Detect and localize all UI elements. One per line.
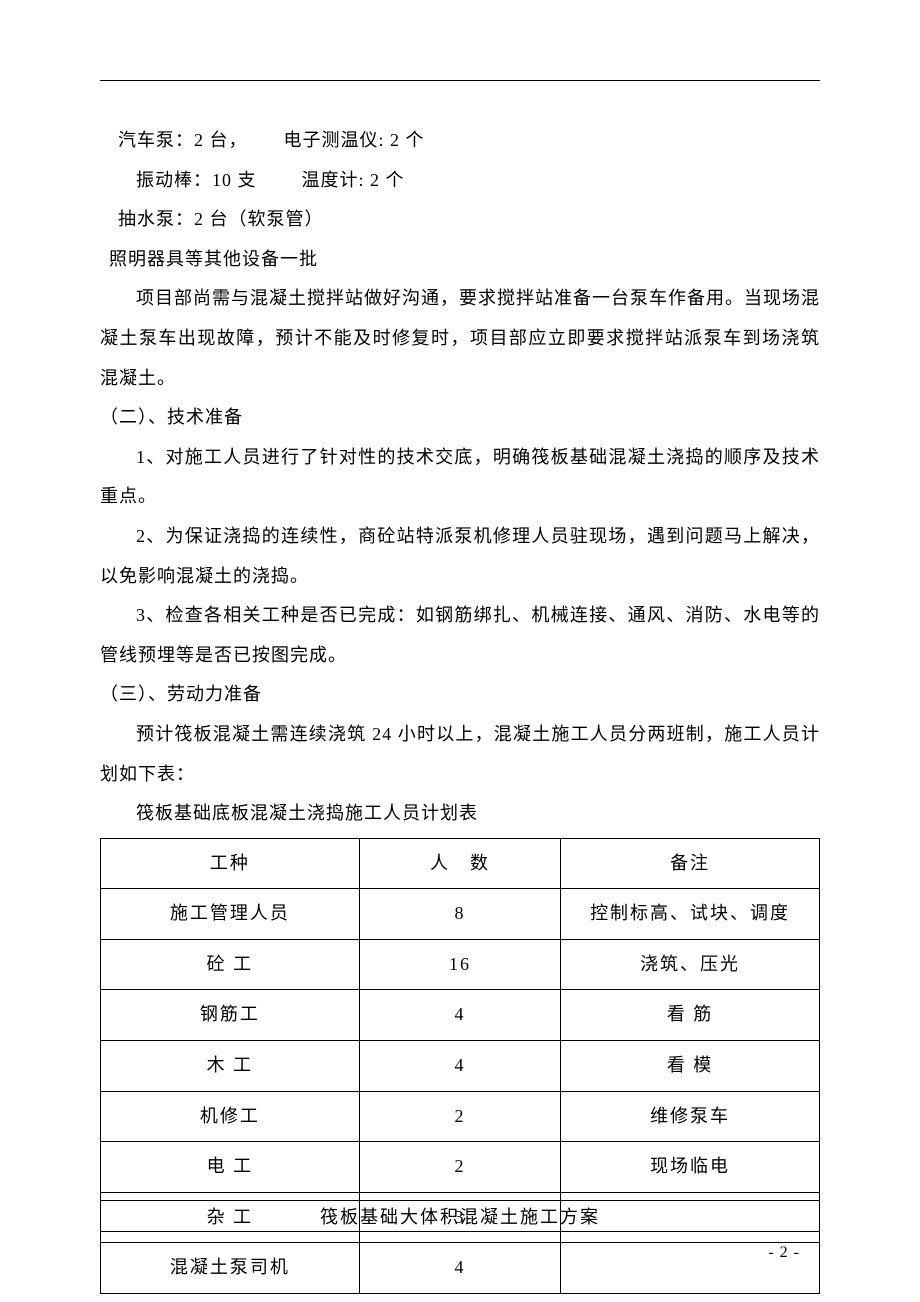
table-title: 筏板基础底板混凝土浇捣施工人员计划表	[100, 794, 820, 834]
table-cell: 木 工	[101, 1041, 360, 1092]
equipment-line-1: 汽车泵：2 台， 电子测温仪: 2 个	[100, 121, 820, 161]
equip-4: 照明器具等其他设备一批	[109, 249, 318, 269]
table-cell: 8	[359, 889, 560, 940]
table-cell: 4	[359, 990, 560, 1041]
table-header-row: 工种 人 数 备注	[101, 838, 820, 889]
equipment-line-4: 照明器具等其他设备一批	[100, 240, 820, 280]
paragraph-1: 项目部尚需与混凝土搅拌站做好沟通，要求搅拌站准备一台泵车作备用。当现场混凝土泵车…	[100, 279, 820, 398]
table-cell: 机修工	[101, 1091, 360, 1142]
table-row: 混凝土泵司机 4	[101, 1243, 820, 1294]
table-cell: 4	[359, 1243, 560, 1294]
table-cell: 浇筑、压光	[561, 939, 820, 990]
footer-rule-top	[100, 1200, 820, 1201]
table-cell: 钢筋工	[101, 990, 360, 1041]
table-cell: 混凝土泵司机	[101, 1243, 360, 1294]
top-rule	[100, 80, 820, 81]
equipment-line-3: 抽水泵：2 台（软泵管）	[100, 200, 820, 240]
page-number: - 2 -	[768, 1244, 800, 1262]
table-row: 木 工 4 看 模	[101, 1041, 820, 1092]
table-cell: 2	[359, 1142, 560, 1193]
table-cell: 施工管理人员	[101, 889, 360, 940]
equip-3: 抽水泵：2 台（软泵管）	[118, 209, 324, 229]
footer-title: 筏板基础大体积混凝土施工方案	[320, 1207, 600, 1227]
table-row: 施工管理人员 8 控制标高、试块、调度	[101, 889, 820, 940]
paragraph-2-3: 3、检查各相关工种是否已完成：如钢筋绑扎、机械连接、通风、消防、水电等的管线预埋…	[100, 596, 820, 675]
table-cell: 4	[359, 1041, 560, 1092]
table-header-2: 人 数	[359, 838, 560, 889]
table-cell: 维修泵车	[561, 1091, 820, 1142]
table-cell: 看 筋	[561, 990, 820, 1041]
paragraph-2-2: 2、为保证浇捣的连续性，商砼站特派泵机修理人员驻现场，遇到问题马上解决，以免影响…	[100, 517, 820, 596]
page-footer: 筏板基础大体积混凝土施工方案	[100, 1200, 820, 1232]
paragraph-3-1: 预计筏板混凝土需连续浇筑 24 小时以上，混凝土施工人员分两班制，施工人员计划如…	[100, 715, 820, 794]
equip-2-left: 振动棒：10 支	[118, 161, 278, 201]
table-cell: 现场临电	[561, 1142, 820, 1193]
table-header-3: 备注	[561, 838, 820, 889]
table-cell: 2	[359, 1091, 560, 1142]
table-cell: 电 工	[101, 1142, 360, 1193]
equip-1-right: 电子测温仪: 2 个	[275, 121, 425, 161]
table-row: 钢筋工 4 看 筋	[101, 990, 820, 1041]
paragraph-2-1: 1、对施工人员进行了针对性的技术交底，明确筏板基础混凝土浇捣的顺序及技术重点。	[100, 438, 820, 517]
table-row: 机修工 2 维修泵车	[101, 1091, 820, 1142]
footer-rule-bottom	[100, 1231, 820, 1232]
heading-2: （二）、技术准备	[100, 398, 820, 438]
table-cell: 砼 工	[101, 939, 360, 990]
table-cell: 看 模	[561, 1041, 820, 1092]
table-row: 电 工 2 现场临电	[101, 1142, 820, 1193]
table-cell: 16	[359, 939, 560, 990]
table-cell: 控制标高、试块、调度	[561, 889, 820, 940]
equip-1-left: 汽车泵：2 台，	[109, 121, 269, 161]
table-header-1: 工种	[101, 838, 360, 889]
equip-2-right: 温度计: 2 个	[284, 161, 405, 201]
document-body: 汽车泵：2 台， 电子测温仪: 2 个 振动棒：10 支 温度计: 2 个 抽水…	[100, 121, 820, 1294]
heading-3: （三）、劳动力准备	[100, 675, 820, 715]
equipment-line-2: 振动棒：10 支 温度计: 2 个	[100, 161, 820, 201]
table-row: 砼 工 16 浇筑、压光	[101, 939, 820, 990]
